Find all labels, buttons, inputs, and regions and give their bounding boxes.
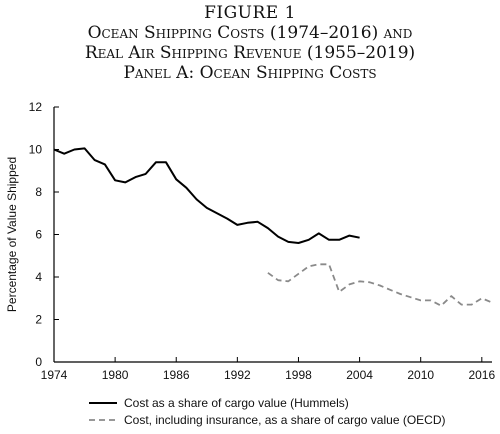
series-line-1 — [53, 147, 360, 244]
y-tick-label: 8 — [35, 185, 42, 199]
y-tick-label: 6 — [35, 228, 42, 242]
x-tick-label: 1998 — [285, 368, 312, 382]
legend-label-2: Cost, including insurance, as a share of… — [124, 413, 446, 427]
legend-label-1: Cost as a share of cargo value (Hummels) — [124, 396, 349, 410]
chart-series — [53, 147, 493, 307]
chart-axes: 0 2 4 6 8 10 12 1974 1980 1986 1992 1998 2004 2010 201… — [29, 100, 496, 382]
x-tick-label: 2004 — [346, 368, 373, 382]
x-tick-label: 1986 — [163, 368, 190, 382]
figure-number: FIGURE 1 — [204, 3, 296, 23]
series-line-2 — [267, 263, 493, 307]
figure-title-line-1: Ocean Shipping Costs (1974–2016) and — [87, 23, 413, 43]
x-tick-label: 1992 — [224, 368, 251, 382]
panel-title: Panel A: Ocean Shipping Costs — [123, 63, 377, 83]
y-tick-label: 2 — [35, 313, 42, 327]
x-tick-label: 2016 — [468, 368, 495, 382]
figure-title-line-2: Real Air Shipping Revenue (1955–2019) — [84, 43, 416, 63]
y-tick-label: 0 — [35, 355, 42, 369]
x-tick-label: 1974 — [41, 368, 68, 382]
y-axis-label: Percentage of Value Shipped — [5, 157, 19, 312]
x-tick-label: 1980 — [102, 368, 129, 382]
x-tick-label: 2010 — [407, 368, 434, 382]
chart-legend: Cost as a share of cargo value (Hummels)… — [89, 396, 446, 427]
y-tick-label: 12 — [29, 100, 43, 114]
figure-title-block: FIGURE 1 Ocean Shipping Costs (1974–2016… — [0, 0, 500, 83]
y-tick-label: 4 — [35, 270, 42, 284]
y-tick-label: 10 — [29, 143, 43, 157]
